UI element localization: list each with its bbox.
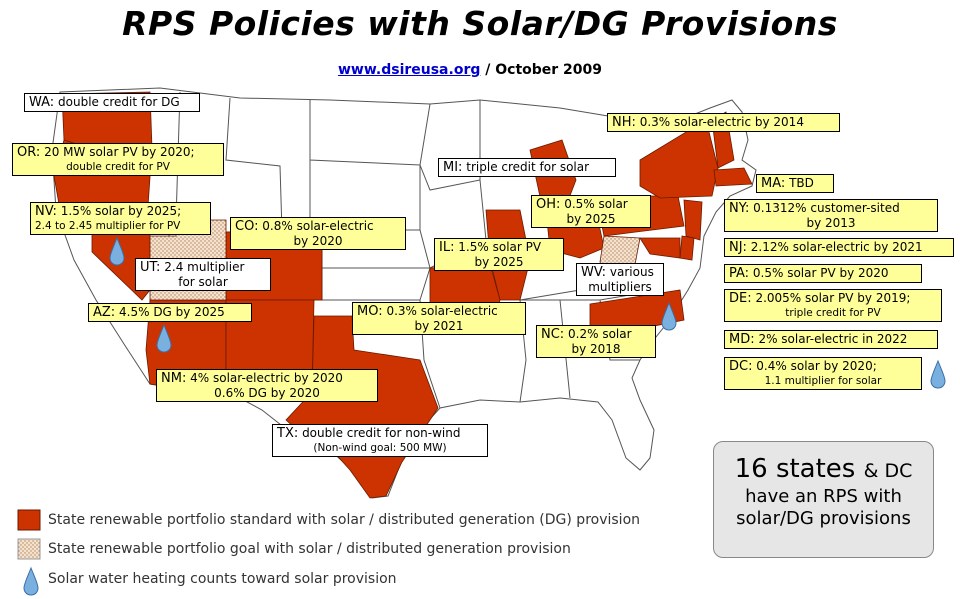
label-ny: NY: 0.1312% customer-sited by 2013 [724,199,938,232]
label-nm: NM: 4% solar-electric by 2020 0.6% DG by… [156,369,378,402]
label-mi: MI: triple credit for solar [438,158,616,177]
water-drop-icon [23,566,39,596]
label-nj: NJ: 2.12% solar-electric by 2021 [724,238,954,257]
label-de: DE: 2.005% solar PV by 2019; triple cred… [724,289,942,322]
label-nc: NC: 0.2% solar by 2018 [536,325,656,358]
summary-line3: solar/DG provisions [736,508,911,529]
water-drop-icon [156,323,172,353]
summary-suffix: & DC [863,460,913,482]
label-il: IL: 1.5% solar PV by 2025 [434,238,564,271]
label-wa: WA: double credit for DG [24,93,200,112]
label-mo: MO: 0.3% solar-electric by 2021 [352,302,526,335]
summary-count: 16 states [734,454,856,484]
label-wv: WV: various multipliers [576,263,664,296]
summary-box: 16 states & DC have an RPS with solar/DG… [713,441,934,558]
label-md: MD: 2% solar-electric in 2022 [724,330,938,349]
label-dc: DC: 0.4% solar by 2020; 1.1 multiplier f… [724,357,922,390]
label-co: CO: 0.8% solar-electric by 2020 [230,217,406,250]
water-drop-icon [930,359,946,389]
label-ma: MA: TBD [756,174,834,193]
date-text: / October 2009 [485,62,603,78]
legend-swatch-standard [17,509,41,531]
legend-swatch-goal [17,538,41,560]
label-pa: PA: 0.5% solar PV by 2020 [724,264,922,283]
label-nv: NV: 1.5% solar by 2025; 2.4 to 2.45 mult… [30,202,211,235]
water-drops [23,236,946,596]
dsire-link[interactable]: www.dsireusa.org [337,62,481,78]
state-ma [713,167,753,187]
subtitle: www.dsireusa.org / October 2009 [0,62,940,78]
summary-line2: have an RPS with [745,486,902,507]
page-title: RPS Policies with Solar/DG Provisions [122,4,838,43]
state-nj [683,199,703,241]
label-oh: OH: 0.5% solar by 2025 [531,195,651,228]
state-de [679,235,695,261]
state-md [639,237,681,259]
label-az: AZ: 4.5% DG by 2025 [88,303,252,322]
water-drop-icon [109,236,125,266]
label-nh: NH: 0.3% solar-electric by 2014 [607,113,840,132]
label-or: OR: 20 MW solar PV by 2020; double credi… [12,143,224,176]
us-outline [51,87,757,499]
label-tx: TX: double credit for non-wind (Non-wind… [272,424,488,457]
water-drop-icon [661,301,677,331]
label-ut: UT: 2.4 multiplier for solar [135,258,271,291]
